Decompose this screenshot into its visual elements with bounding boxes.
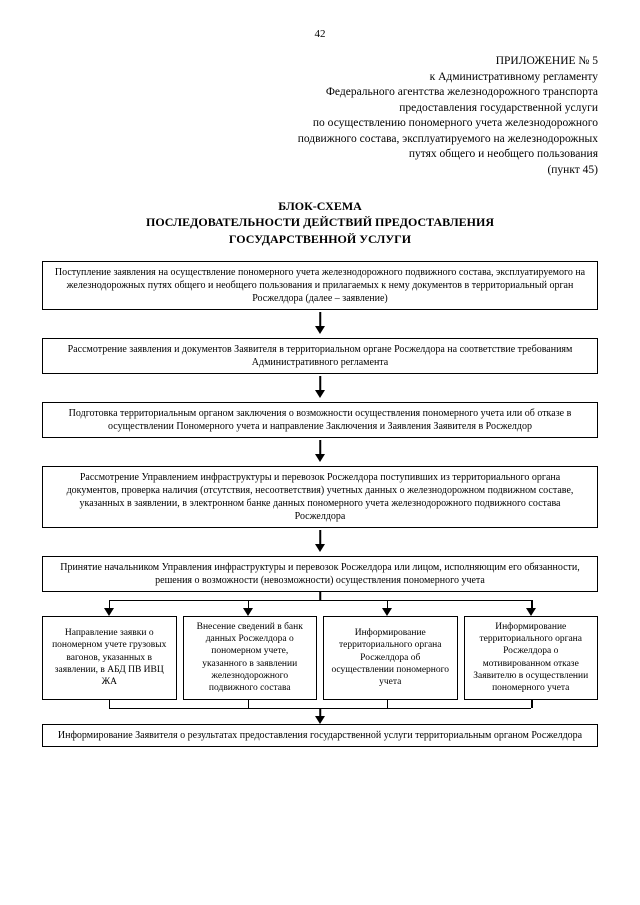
flow-node: Информирование Заявителя о результатах п… — [42, 724, 598, 747]
doc-title: БЛОК-СХЕМА ПОСЛЕДОВАТЕЛЬНОСТИ ДЕЙСТВИЙ П… — [42, 198, 598, 247]
title-line: ПОСЛЕДОВАТЕЛЬНОСТИ ДЕЙСТВИЙ ПРЕДОСТАВЛЕН… — [42, 214, 598, 230]
flow-node: Подготовка территориальным органом заклю… — [42, 402, 598, 438]
flow-branch-node: Информирование территориального органа Р… — [323, 616, 458, 700]
appendix-line: предоставления государственной услуги — [42, 101, 598, 117]
appendix-line: Федерального агентства железнодорожного … — [42, 85, 598, 101]
appendix-line: (пункт 45) — [42, 163, 598, 179]
branch-row: Направление заявки о пономерном учете гр… — [42, 616, 598, 700]
merge-connector — [42, 700, 598, 724]
appendix-line: путях общего и необщего пользования — [42, 147, 598, 163]
flow-node: Рассмотрение Управлением инфраструктуры … — [42, 466, 598, 528]
page-number: 42 — [42, 28, 598, 40]
title-line: ГОСУДАРСТВЕННОЙ УСЛУГИ — [42, 231, 598, 247]
flow-node: Принятие начальником Управления инфрастр… — [42, 556, 598, 592]
flow-branch-node: Информирование территориального органа Р… — [464, 616, 599, 700]
appendix-line: подвижного состава, эксплуатируемого на … — [42, 132, 598, 148]
flow-branch-node: Внесение сведений в банк данных Росжелдо… — [183, 616, 318, 700]
title-line: БЛОК-СХЕМА — [42, 198, 598, 214]
appendix-line: к Административному регламенту — [42, 70, 598, 86]
flow-node: Поступление заявления на осуществление п… — [42, 261, 598, 310]
flow-branch-node: Направление заявки о пономерном учете гр… — [42, 616, 177, 700]
appendix-header: ПРИЛОЖЕНИЕ № 5 к Административному регла… — [42, 54, 598, 178]
branch-connector — [42, 592, 598, 616]
flowchart: Поступление заявления на осуществление п… — [42, 261, 598, 747]
flow-node: Рассмотрение заявления и документов Заяв… — [42, 338, 598, 374]
appendix-line: ПРИЛОЖЕНИЕ № 5 — [42, 54, 598, 70]
appendix-line: по осуществлению пономерного учета желез… — [42, 116, 598, 132]
